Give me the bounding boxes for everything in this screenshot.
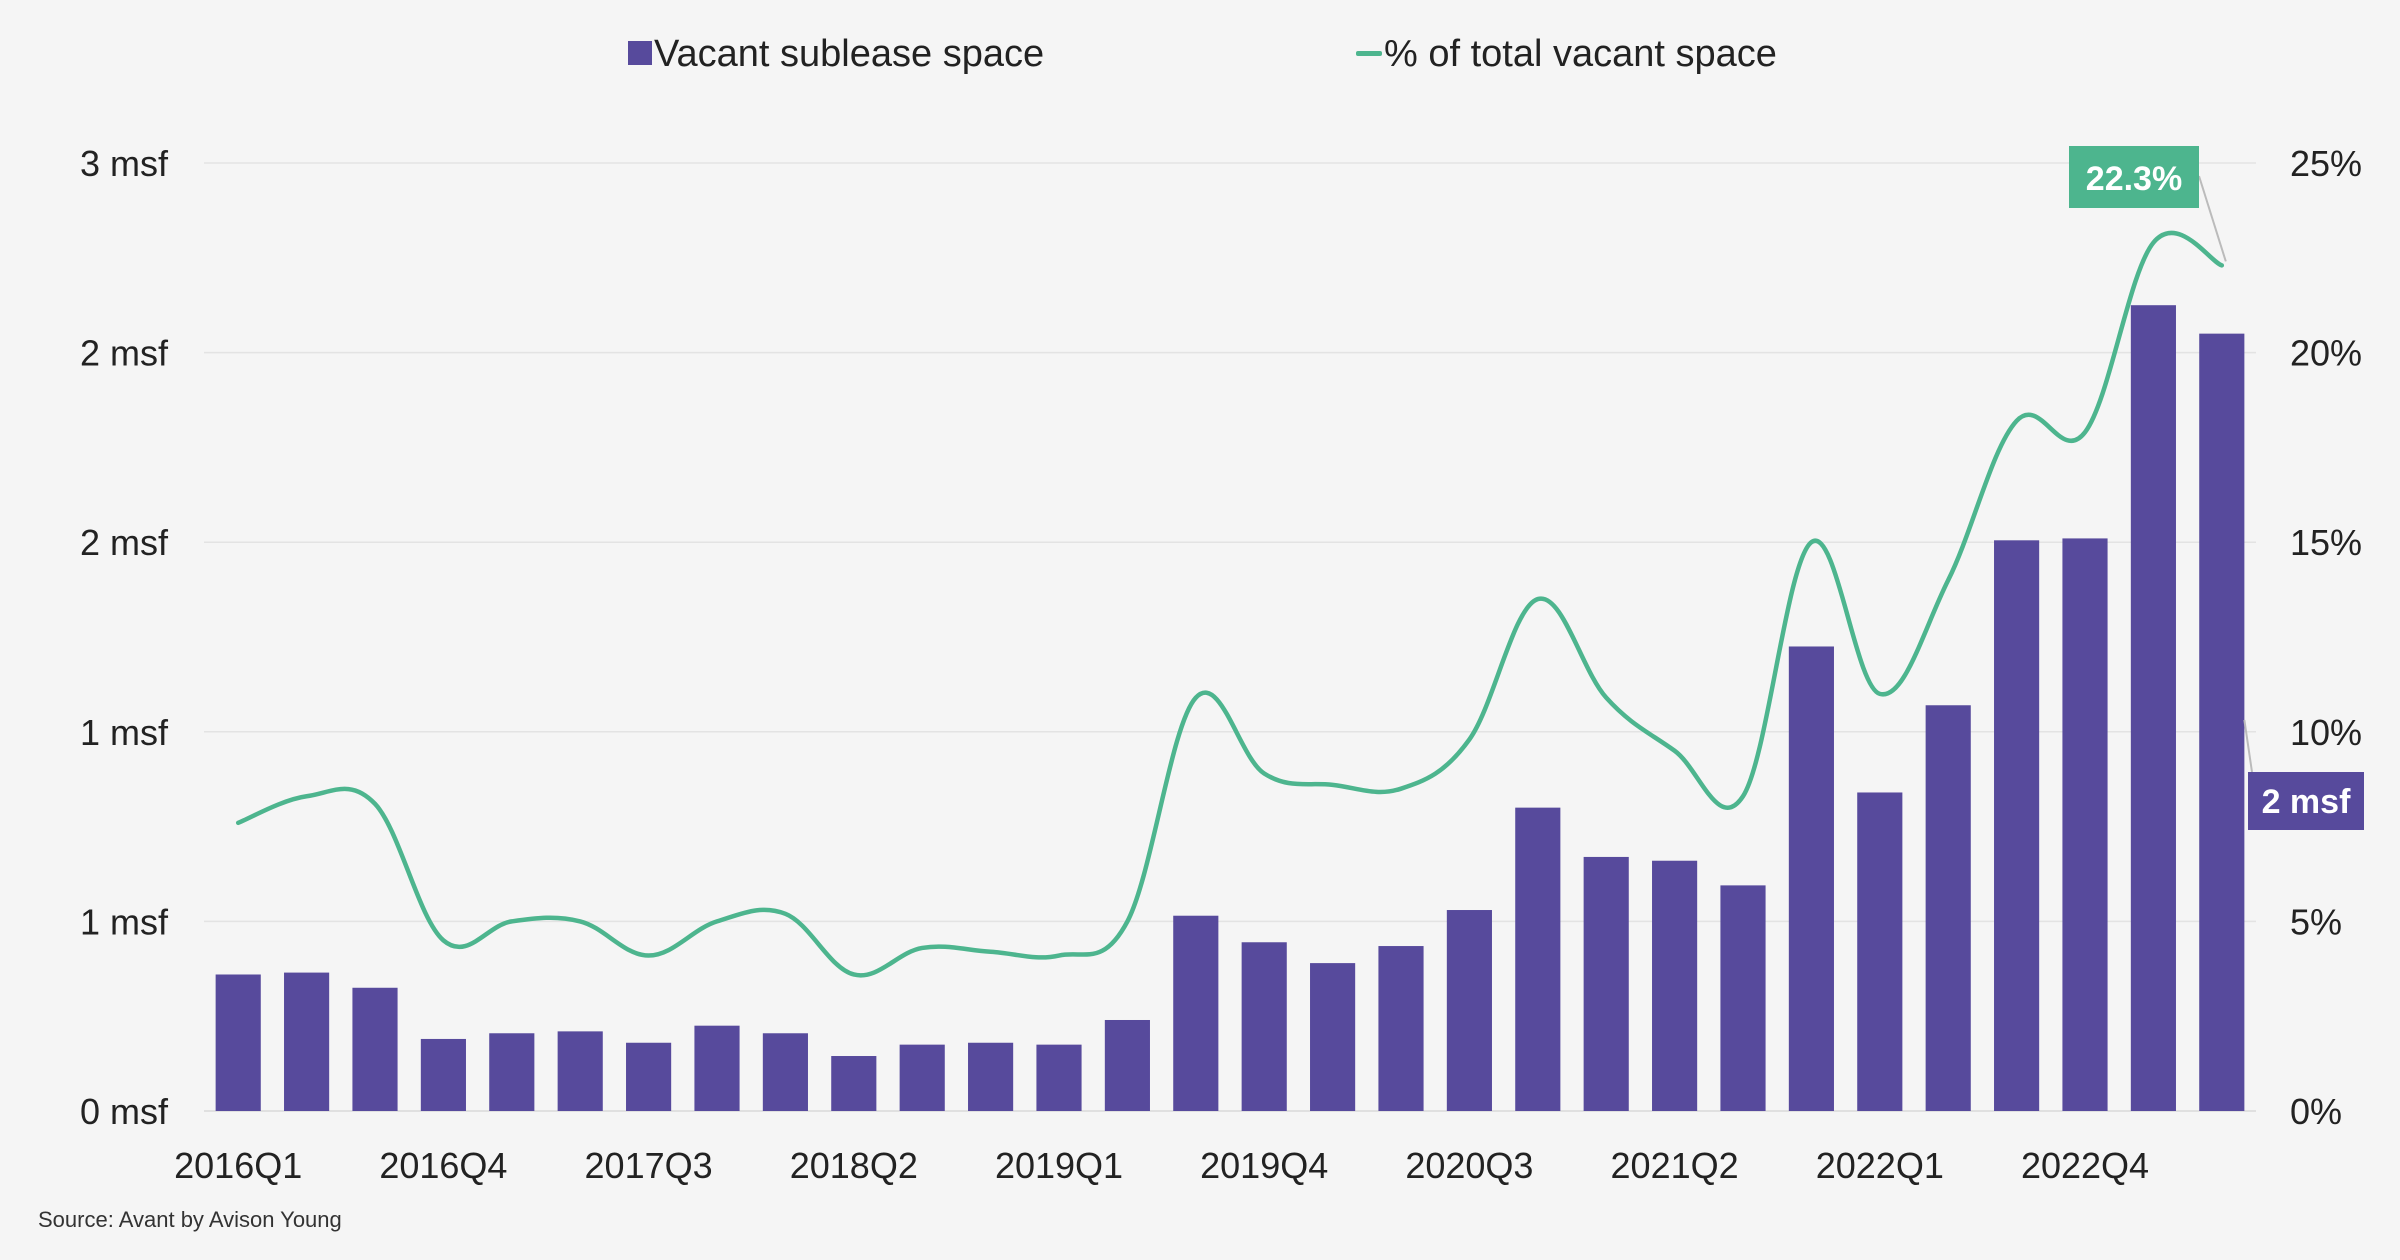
bar-2022Q3 [1994, 540, 2040, 1111]
bar-2022Q1 [1857, 792, 1903, 1111]
bar-2017Q4 [694, 1025, 740, 1111]
bar-2018Q1 [762, 1033, 808, 1111]
annotations: 22.3% 2 msf [2069, 146, 2364, 830]
bar-2020Q4 [1515, 807, 1561, 1111]
x-axis: 2016Q1 2016Q4 2017Q3 2018Q2 2019Q1 2019Q4 2020… [174, 1145, 2149, 1186]
bar-2019Q4 [1241, 942, 1287, 1111]
bar-2018Q2 [831, 1056, 877, 1111]
bar-2019Q1 [1036, 1044, 1082, 1111]
legend-swatch-line [1356, 51, 1382, 56]
bar-2016Q2 [284, 972, 330, 1111]
x-tick-label: 2020Q3 [1405, 1145, 1533, 1186]
line-pct-total-vacant [235, 230, 2225, 978]
legend-label-line: % of total vacant space [1384, 33, 1777, 75]
bar-2021Q3 [1720, 885, 1766, 1111]
grid-lines [204, 162, 2256, 1112]
left-tick-label: 0 msf [80, 1091, 169, 1132]
x-tick-label: 2022Q4 [2021, 1145, 2149, 1186]
left-tick-label: 1 msf [80, 901, 169, 942]
bar-2018Q3 [899, 1044, 945, 1111]
bar-2021Q2 [1652, 860, 1698, 1111]
x-tick-label: 2016Q4 [379, 1145, 507, 1186]
bar-2016Q3 [352, 987, 398, 1111]
bar-2018Q4 [968, 1042, 1014, 1111]
right-tick-label: 0% [2290, 1091, 2342, 1132]
annotation-connector-pct [2198, 175, 2227, 262]
right-tick-label: 10% [2290, 712, 2362, 753]
x-tick-label: 2018Q2 [790, 1145, 918, 1186]
left-axis: 0 msf 1 msf 1 msf 2 msf 2 msf 3 msf [80, 143, 169, 1132]
right-tick-label: 5% [2290, 901, 2342, 942]
left-tick-label: 2 msf [80, 333, 169, 374]
bar-2017Q2 [557, 1031, 603, 1111]
bar-2020Q1 [1310, 963, 1356, 1111]
bar-2022Q2 [1925, 705, 1971, 1111]
bar-2019Q2 [1104, 1019, 1150, 1111]
right-tick-label: 20% [2290, 333, 2362, 374]
right-tick-label: 15% [2290, 522, 2362, 563]
x-tick-label: 2016Q1 [174, 1145, 302, 1186]
annotation-box-pct [2069, 146, 2199, 208]
x-tick-label: 2017Q3 [585, 1145, 713, 1186]
x-tick-label: 2022Q1 [1816, 1145, 1944, 1186]
left-tick-label: 1 msf [80, 712, 169, 753]
bar-2023Q1 [2130, 305, 2176, 1111]
annotation-connector-msf [2243, 719, 2253, 773]
bar-2020Q3 [1446, 910, 1492, 1111]
bar-2021Q1 [1583, 856, 1629, 1111]
bar-2016Q1 [215, 974, 261, 1111]
x-tick-label: 2021Q2 [1611, 1145, 1739, 1186]
bar-2019Q3 [1173, 915, 1219, 1111]
bar-2017Q3 [626, 1042, 672, 1111]
line-series-layer [235, 230, 2225, 978]
x-tick-label: 2019Q4 [1200, 1145, 1328, 1186]
legend-label-bar: Vacant sublease space [654, 33, 1044, 75]
x-tick-label: 2019Q1 [995, 1145, 1123, 1186]
bar-2017Q1 [489, 1033, 535, 1111]
bar-2021Q4 [1788, 646, 1834, 1111]
bar-2016Q4 [420, 1038, 466, 1111]
annotation-label-pct: 22.3% [2086, 160, 2182, 198]
annotation-box-msf [2248, 772, 2364, 830]
left-tick-label: 3 msf [80, 143, 169, 184]
bar-2023Q2 [2199, 333, 2245, 1111]
legend-swatch-bar [628, 41, 652, 65]
source-note: Source: Avant by Avison Young [38, 1207, 342, 1232]
right-axis: 0% 5% 10% 15% 20% 25% [2290, 143, 2362, 1132]
bar-2020Q2 [1378, 946, 1424, 1111]
bar-series [215, 305, 2245, 1111]
left-tick-label: 2 msf [80, 522, 169, 563]
annotation-label-msf: 2 msf [2262, 783, 2351, 821]
legend: Vacant sublease space % of total vacant … [628, 33, 1777, 75]
right-tick-label: 25% [2290, 143, 2362, 184]
bar-2022Q4 [2062, 538, 2108, 1111]
